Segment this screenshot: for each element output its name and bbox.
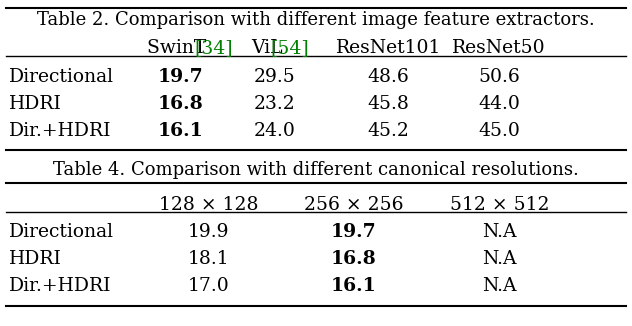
Text: 19.9: 19.9 [188,223,229,241]
Text: 16.1: 16.1 [331,277,377,295]
Text: N.A: N.A [482,250,516,268]
Text: 48.6: 48.6 [368,68,410,86]
Text: 17.0: 17.0 [188,277,229,295]
Text: 256 × 256: 256 × 256 [304,196,404,214]
Text: 19.7: 19.7 [157,68,203,86]
Text: 512 × 512: 512 × 512 [449,196,549,214]
Text: 23.2: 23.2 [254,95,296,113]
Text: ResNet101: ResNet101 [336,39,441,57]
Text: 128 × 128: 128 × 128 [159,196,258,214]
Text: Table 2. Comparison with different image feature extractors.: Table 2. Comparison with different image… [37,11,595,29]
Text: SwinT: SwinT [147,39,212,57]
Text: N.A: N.A [482,223,516,241]
Text: N.A: N.A [482,277,516,295]
Text: 45.8: 45.8 [368,95,410,113]
Text: 44.0: 44.0 [478,95,520,113]
Text: 50.6: 50.6 [478,68,520,86]
Text: Directional: Directional [9,68,114,86]
Text: 19.7: 19.7 [331,223,377,241]
Text: Dir.+HDRI: Dir.+HDRI [9,277,112,295]
Text: HDRI: HDRI [9,95,63,113]
Text: ViL: ViL [251,39,289,57]
Text: 24.0: 24.0 [254,122,296,140]
Text: Table 4. Comparison with different canonical resolutions.: Table 4. Comparison with different canon… [53,161,579,179]
Text: 18.1: 18.1 [188,250,229,268]
Text: 16.8: 16.8 [157,95,203,113]
Text: [54]: [54] [270,39,309,57]
Text: HDRI: HDRI [9,250,63,268]
Text: [34]: [34] [194,39,233,57]
Text: Dir.+HDRI: Dir.+HDRI [9,122,112,140]
Text: 45.0: 45.0 [478,122,520,140]
Text: 29.5: 29.5 [254,68,296,86]
Text: 16.8: 16.8 [331,250,377,268]
Text: ResNet50: ResNet50 [453,39,546,57]
Text: 45.2: 45.2 [368,122,410,140]
Text: 16.1: 16.1 [157,122,203,140]
Text: Directional: Directional [9,223,114,241]
